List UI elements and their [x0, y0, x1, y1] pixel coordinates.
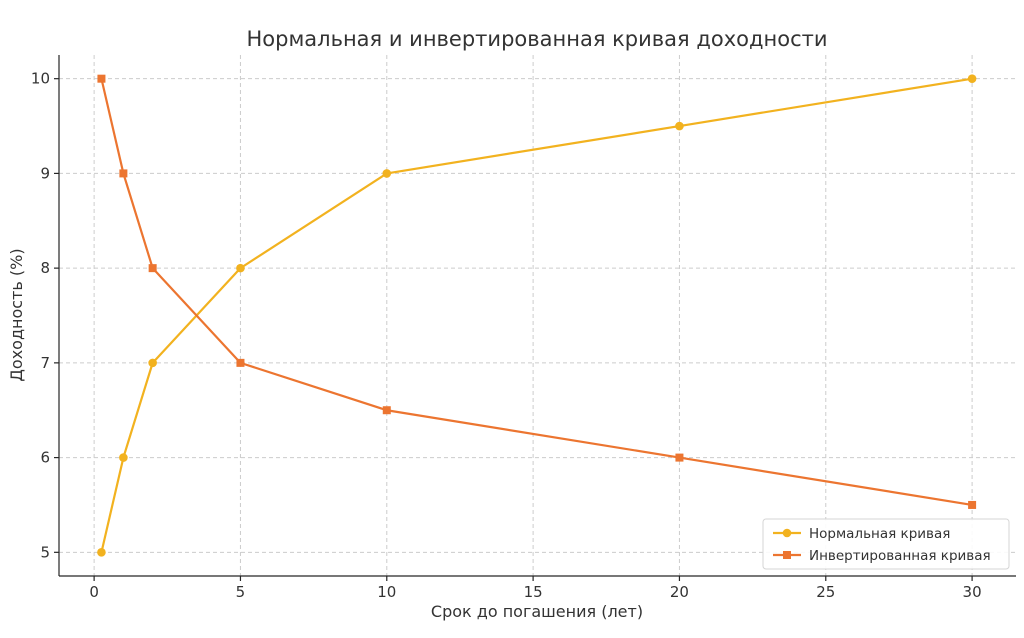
x-tick-label: 0 — [89, 583, 99, 601]
data-point — [97, 548, 106, 557]
data-point — [97, 74, 106, 83]
data-point — [148, 264, 157, 273]
data-point — [675, 121, 684, 131]
series-line — [100, 78, 973, 507]
legend-item: Инвертированная кривая — [773, 548, 991, 564]
x-tick-label: 30 — [963, 583, 982, 601]
legend-label: Нормальная кривая — [809, 526, 950, 542]
series-1 — [97, 74, 977, 557]
legend-marker — [782, 528, 792, 538]
y-axis-title: Доходность (%) — [7, 248, 26, 381]
y-tick-label: 5 — [40, 543, 50, 561]
legend-marker — [783, 551, 791, 559]
chart-title: Нормальная и инвертированная кривая дохо… — [246, 27, 827, 51]
legend-label: Инвертированная кривая — [809, 548, 991, 564]
axes: 0 5 10 15 20 25 30 5 6 7 8 9 10 — [31, 55, 1016, 601]
x-tick-label: 10 — [377, 583, 396, 601]
x-tick-label: 25 — [816, 583, 835, 601]
data-point — [148, 358, 157, 368]
grid — [59, 55, 1016, 576]
data-point — [382, 406, 391, 415]
y-tick-label: 10 — [31, 70, 50, 88]
data-point — [968, 500, 977, 509]
legend-box — [762, 518, 1010, 570]
y-tick-label: 6 — [40, 449, 50, 467]
data-point — [236, 358, 245, 367]
x-tick-label: 5 — [236, 583, 246, 601]
series-2 — [97, 74, 977, 509]
x-tick-label: 20 — [670, 583, 689, 601]
data-point — [119, 169, 128, 178]
y-tick-label: 9 — [40, 164, 50, 182]
series-layer — [97, 74, 977, 557]
data-point — [382, 169, 392, 178]
data-point — [675, 453, 684, 462]
data-point — [119, 453, 128, 462]
x-tick-label: 15 — [524, 583, 543, 601]
x-axis-title: Срок до погашения (лет) — [431, 602, 643, 621]
y-tick-label: 7 — [40, 354, 50, 372]
y-tick-label: 8 — [40, 259, 50, 277]
legend-item: Нормальная кривая — [773, 526, 950, 542]
legend: Нормальная кривая Инвертированная кривая — [762, 518, 1010, 570]
series-line — [100, 77, 973, 553]
data-point — [967, 74, 977, 83]
data-point — [236, 263, 245, 273]
